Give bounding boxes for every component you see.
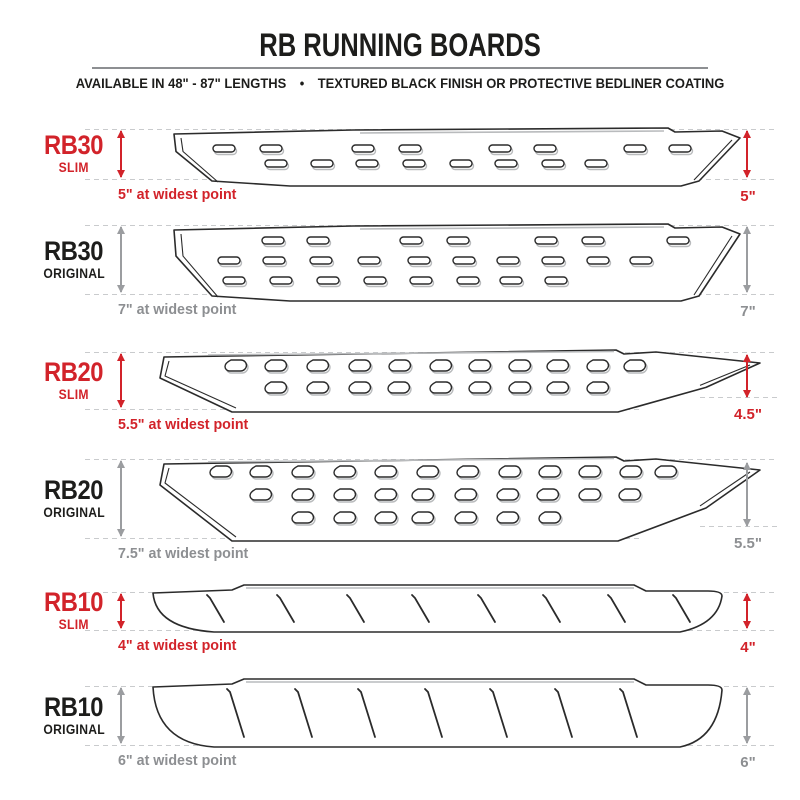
right-height-arrow — [742, 687, 751, 744]
variant-label: SLIM — [58, 160, 90, 175]
widest-point-note: 7.5" at widest point — [118, 545, 249, 562]
left-height-arrow — [116, 460, 125, 537]
widest-point-note: 5" at widest point — [118, 186, 237, 203]
left-height-arrow — [116, 353, 125, 408]
widest-point-note: 6" at widest point — [118, 752, 237, 769]
variant-label: SLIM — [58, 617, 90, 632]
product-row-rb30-slim: RB30 SLIM 5" at widest point 5" — [0, 127, 800, 219]
side-measurement: 5" — [740, 188, 756, 205]
bullet-separator: • — [299, 76, 305, 91]
variant-label: ORIGINAL — [43, 721, 105, 737]
subtitle-lengths: AVAILABLE IN 48" - 87" LENGTHS — [75, 76, 287, 91]
right-height-arrow — [742, 593, 751, 629]
product-row-rb10-original: RB10 ORIGINAL 6" at widest point 6" — [0, 678, 800, 785]
widest-point-note: 5.5" at widest point — [118, 416, 249, 433]
right-height-arrow — [742, 354, 751, 398]
model-label: RB20 — [44, 474, 104, 505]
product-label: RB20 ORIGINAL — [28, 474, 120, 522]
right-height-arrow — [742, 130, 751, 178]
product-label: RB10 ORIGINAL — [28, 691, 120, 739]
side-measurement: 4.5" — [734, 406, 762, 423]
page-title: RB RUNNING BOARDS — [259, 27, 541, 63]
product-label: RB10 SLIM — [28, 589, 120, 634]
left-height-arrow — [116, 687, 125, 744]
left-height-arrow — [116, 130, 125, 178]
board-drawing — [152, 678, 723, 748]
product-label: RB30 ORIGINAL — [28, 235, 120, 283]
product-row-rb20-slim: RB20 SLIM 5.5" at widest point 4.5" — [0, 349, 800, 449]
board-drawing — [159, 456, 761, 542]
model-label: RB10 — [44, 587, 104, 617]
widest-point-note: 4" at widest point — [118, 637, 237, 654]
product-label: RB30 SLIM — [28, 132, 120, 177]
model-label: RB30 — [44, 130, 104, 160]
subtitle-finish: TEXTURED BLACK FINISH OR PROTECTIVE BEDL… — [317, 76, 725, 91]
model-label: RB10 — [44, 691, 104, 722]
right-height-arrow — [742, 226, 751, 293]
side-measurement: 7" — [740, 303, 756, 320]
variant-label: ORIGINAL — [43, 265, 105, 281]
dashed-guide-right — [700, 526, 777, 527]
product-label: RB20 SLIM — [28, 356, 120, 404]
product-row-rb10-slim: RB10 SLIM 4" at widest point 4" — [0, 584, 800, 670]
title-divider — [92, 67, 708, 69]
board-drawing — [152, 584, 723, 633]
left-height-arrow — [116, 593, 125, 629]
right-height-arrow — [742, 462, 751, 527]
side-measurement: 4" — [740, 639, 756, 656]
subtitle: AVAILABLE IN 48" - 87" LENGTHS • TEXTURE… — [16, 76, 784, 91]
variant-label: SLIM — [58, 386, 90, 402]
dashed-guide-right — [700, 397, 777, 398]
product-row-rb30-original: RB30 ORIGINAL 7" at widest point 7" — [0, 223, 800, 334]
header: RB RUNNING BOARDS AVAILABLE IN 48" - 87"… — [0, 0, 800, 91]
product-row-rb20-original: RB20 ORIGINAL 7.5" at widest point 5.5" — [0, 456, 800, 578]
side-measurement: 5.5" — [734, 535, 762, 552]
board-drawing — [159, 349, 761, 413]
board-drawing — [173, 127, 741, 187]
widest-point-note: 7" at widest point — [118, 301, 237, 318]
left-height-arrow — [116, 226, 125, 293]
board-drawing — [173, 223, 741, 302]
side-measurement: 6" — [740, 754, 756, 771]
model-label: RB20 — [44, 356, 104, 387]
variant-label: ORIGINAL — [43, 504, 105, 520]
model-label: RB30 — [44, 235, 104, 266]
